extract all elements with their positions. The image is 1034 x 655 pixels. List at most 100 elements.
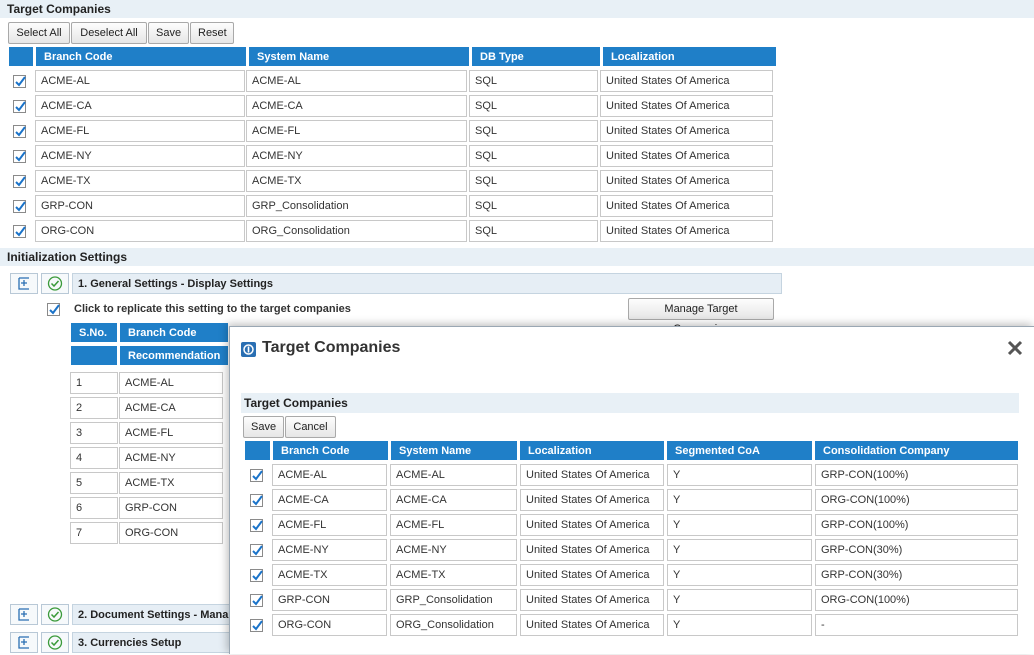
cell-branch-code: ACME-CA xyxy=(272,489,387,511)
cell-db-type: SQL xyxy=(469,70,598,92)
cell-segmented-coa: Y xyxy=(667,564,812,586)
dialog-col-branch-code: Branch Code xyxy=(272,440,389,461)
select-column-header xyxy=(8,46,34,67)
cell-sno: 6 xyxy=(70,497,118,519)
cell-segmented-coa: Y xyxy=(667,589,812,611)
row-checkbox[interactable] xyxy=(13,100,26,113)
cell-db-type: SQL xyxy=(469,120,598,142)
row-checkbox[interactable] xyxy=(250,494,263,507)
cell-system-name: GRP_Consolidation xyxy=(390,589,517,611)
ok-check-icon xyxy=(41,632,69,653)
cell-branch-code: ACME-FL xyxy=(119,422,223,444)
row-checkbox[interactable] xyxy=(250,619,263,632)
cell-system-name: ACME-TX xyxy=(390,564,517,586)
reset-button[interactable]: Reset xyxy=(190,22,234,44)
row-checkbox[interactable] xyxy=(250,469,263,482)
col-branch-code: Branch Code xyxy=(35,46,247,67)
cell-segmented-coa: Y xyxy=(667,614,812,636)
section-title-target-companies: Target Companies xyxy=(0,0,1034,18)
save-button[interactable]: Save xyxy=(148,22,189,44)
cell-sno: 3 xyxy=(70,422,118,444)
cell-branch-code: ACME-FL xyxy=(35,120,245,142)
cell-branch-code: GRP-CON xyxy=(272,589,387,611)
dialog-select-column-header xyxy=(244,440,271,461)
cell-system-name: ACME-NY xyxy=(246,145,467,167)
col-system-name: System Name xyxy=(248,46,470,67)
close-icon[interactable] xyxy=(1006,339,1024,357)
cell-branch-code: ORG-CON xyxy=(35,220,245,242)
cell-consolidation-company: GRP-CON(100%) xyxy=(815,464,1018,486)
cell-localization: United States Of America xyxy=(600,195,773,217)
dialog-app-icon xyxy=(241,342,256,357)
accordion-general-settings[interactable]: 1. General Settings - Display Settings xyxy=(72,273,782,294)
cell-branch-code: ACME-FL xyxy=(272,514,387,536)
dialog-title: Target Companies xyxy=(262,339,401,356)
cell-localization: United States Of America xyxy=(520,514,664,536)
cell-localization: United States Of America xyxy=(600,145,773,167)
cell-branch-code: ACME-AL xyxy=(119,372,223,394)
cell-db-type: SQL xyxy=(469,170,598,192)
row-checkbox[interactable] xyxy=(250,594,263,607)
expand-icon[interactable] xyxy=(10,632,38,653)
cell-consolidation-company: GRP-CON(30%) xyxy=(815,539,1018,561)
dialog-save-button[interactable]: Save xyxy=(243,416,284,438)
cell-localization: United States Of America xyxy=(520,614,664,636)
col-blank xyxy=(70,345,118,366)
dialog-col-segmented-coa: Segmented CoA xyxy=(666,440,813,461)
row-checkbox[interactable] xyxy=(13,75,26,88)
ok-check-icon xyxy=(41,273,69,294)
cell-db-type: SQL xyxy=(469,95,598,117)
cell-sno: 7 xyxy=(70,522,118,544)
cell-sno: 1 xyxy=(70,372,118,394)
cell-sno: 4 xyxy=(70,447,118,469)
manage-target-companies-button[interactable]: Manage Target Companies xyxy=(628,298,774,335)
select-all-button[interactable]: Select All xyxy=(8,22,70,44)
cell-segmented-coa: Y xyxy=(667,539,812,561)
cell-system-name: ACME-FL xyxy=(246,120,467,142)
row-checkbox[interactable] xyxy=(13,225,26,238)
row-checkbox[interactable] xyxy=(13,150,26,163)
cell-segmented-coa: Y xyxy=(667,514,812,536)
cell-system-name: ACME-NY xyxy=(390,539,517,561)
cell-system-name: ORG_Consolidation xyxy=(246,220,467,242)
expand-icon[interactable] xyxy=(10,273,38,294)
col-sno: S.No. xyxy=(70,322,118,343)
dialog-col-consolidation-company: Consolidation Company xyxy=(814,440,1019,461)
cell-system-name: ACME-CA xyxy=(390,489,517,511)
row-checkbox[interactable] xyxy=(13,200,26,213)
row-checkbox[interactable] xyxy=(250,544,263,557)
cell-system-name: ORG_Consolidation xyxy=(390,614,517,636)
cell-branch-code: ACME-TX xyxy=(119,472,223,494)
cell-system-name: GRP_Consolidation xyxy=(246,195,467,217)
target-companies-dialog: Target Companies Target Companies Save C… xyxy=(229,326,1034,654)
row-checkbox[interactable] xyxy=(13,175,26,188)
row-checkbox[interactable] xyxy=(250,569,263,582)
deselect-all-button[interactable]: Deselect All xyxy=(71,22,147,44)
cell-system-name: ACME-FL xyxy=(390,514,517,536)
dialog-cancel-button[interactable]: Cancel xyxy=(285,416,336,438)
cell-branch-code: GRP-CON xyxy=(35,195,245,217)
cell-branch-code: ACME-NY xyxy=(272,539,387,561)
cell-system-name: ACME-TX xyxy=(246,170,467,192)
cell-branch-code: ORG-CON xyxy=(119,522,223,544)
cell-branch-code: ACME-AL xyxy=(272,464,387,486)
replicate-checkbox[interactable] xyxy=(47,303,60,316)
cell-localization: United States Of America xyxy=(600,95,773,117)
row-checkbox[interactable] xyxy=(13,125,26,138)
cell-branch-code: ACME-TX xyxy=(272,564,387,586)
cell-localization: United States Of America xyxy=(520,539,664,561)
cell-segmented-coa: Y xyxy=(667,464,812,486)
cell-db-type: SQL xyxy=(469,145,598,167)
col-db-type: DB Type xyxy=(471,46,601,67)
cell-consolidation-company: - xyxy=(815,614,1018,636)
dialog-col-localization: Localization xyxy=(519,440,665,461)
cell-branch-code: GRP-CON xyxy=(119,497,223,519)
expand-icon[interactable] xyxy=(10,604,38,625)
accordion-document-settings[interactable]: 2. Document Settings - Mana xyxy=(72,604,232,625)
cell-localization: United States Of America xyxy=(520,589,664,611)
cell-system-name: ACME-AL xyxy=(390,464,517,486)
cell-consolidation-company: GRP-CON(30%) xyxy=(815,564,1018,586)
row-checkbox[interactable] xyxy=(250,519,263,532)
cell-branch-code: ACME-NY xyxy=(119,447,223,469)
accordion-currencies-setup[interactable]: 3. Currencies Setup xyxy=(72,632,232,653)
